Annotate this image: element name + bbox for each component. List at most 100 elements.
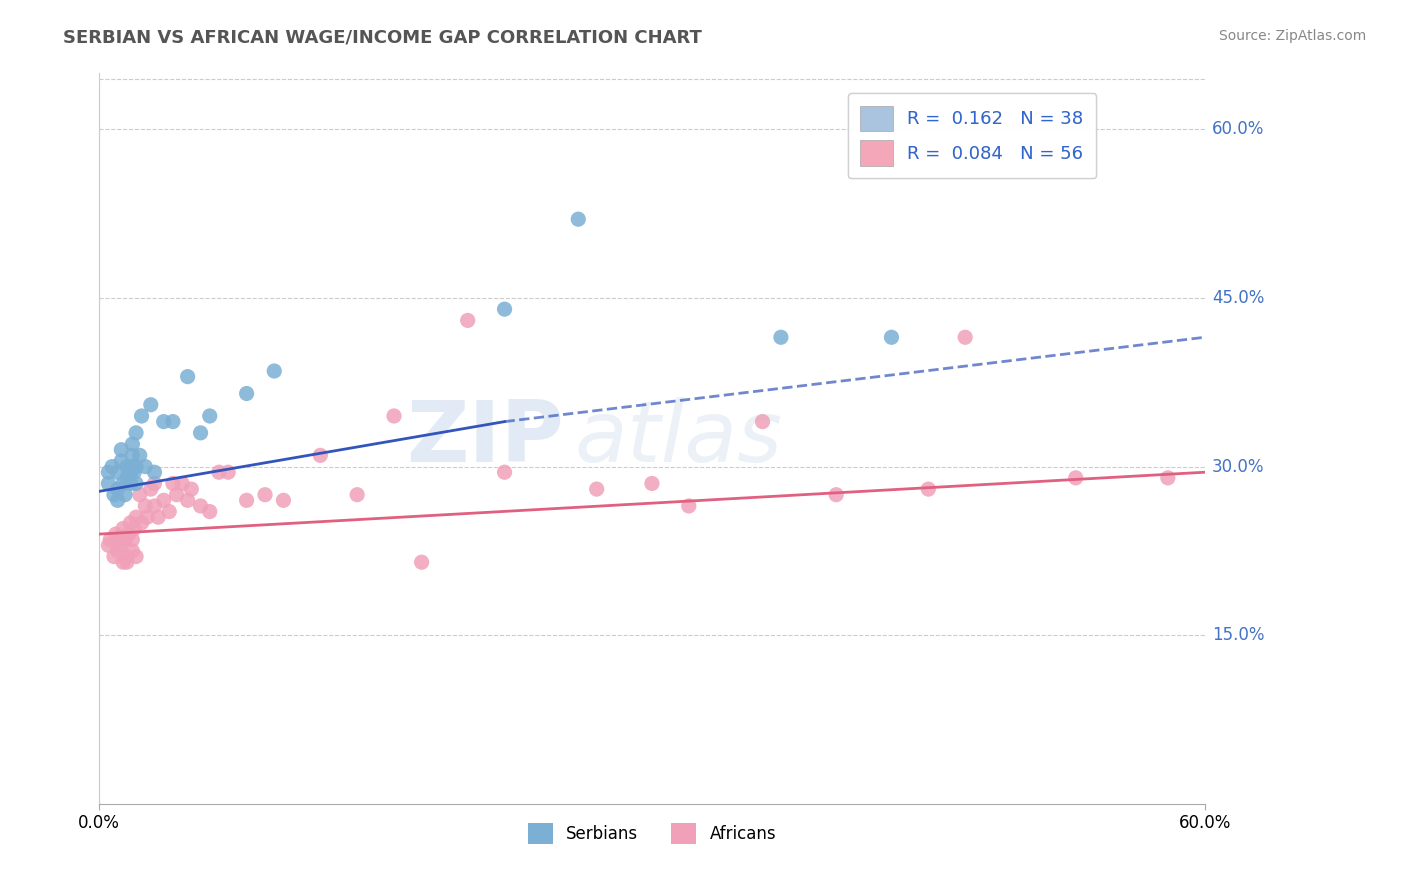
- Point: [273, 493, 295, 508]
- Point: [122, 465, 145, 479]
- Point: [103, 549, 125, 564]
- Point: [121, 448, 143, 462]
- Point: [97, 476, 120, 491]
- Point: [115, 549, 138, 564]
- Point: [198, 505, 221, 519]
- Point: [120, 465, 142, 479]
- Point: [235, 493, 257, 508]
- Point: [128, 488, 150, 502]
- Point: [180, 482, 202, 496]
- Text: 45.0%: 45.0%: [1212, 289, 1264, 307]
- Point: [97, 465, 120, 479]
- Text: ZIP: ZIP: [406, 397, 564, 480]
- Point: [253, 488, 276, 502]
- Point: [146, 510, 169, 524]
- Point: [678, 499, 700, 513]
- Point: [880, 330, 903, 344]
- Point: [112, 521, 135, 535]
- Text: SERBIAN VS AFRICAN WAGE/INCOME GAP CORRELATION CHART: SERBIAN VS AFRICAN WAGE/INCOME GAP CORRE…: [63, 29, 702, 46]
- Point: [112, 476, 135, 491]
- Point: [134, 499, 156, 513]
- Point: [190, 499, 212, 513]
- Point: [101, 459, 124, 474]
- Point: [139, 482, 162, 496]
- Point: [494, 302, 516, 317]
- Text: 15.0%: 15.0%: [1212, 626, 1264, 644]
- Point: [115, 555, 138, 569]
- Point: [263, 364, 285, 378]
- Point: [136, 510, 159, 524]
- Point: [125, 425, 148, 440]
- Point: [121, 533, 143, 547]
- Point: [162, 476, 184, 491]
- Point: [917, 482, 939, 496]
- Point: [190, 425, 212, 440]
- Point: [121, 459, 143, 474]
- Point: [208, 465, 231, 479]
- Text: 60.0%: 60.0%: [1212, 120, 1264, 138]
- Point: [139, 398, 162, 412]
- Point: [114, 533, 136, 547]
- Point: [309, 448, 332, 462]
- Point: [235, 386, 257, 401]
- Point: [152, 493, 174, 508]
- Point: [97, 538, 120, 552]
- Point: [103, 488, 125, 502]
- Point: [1157, 471, 1180, 485]
- Point: [110, 454, 132, 468]
- Point: [125, 476, 148, 491]
- Legend: R =  0.162   N = 38, R =  0.084   N = 56: R = 0.162 N = 38, R = 0.084 N = 56: [848, 93, 1097, 178]
- Point: [143, 476, 166, 491]
- Point: [411, 555, 433, 569]
- Point: [143, 499, 166, 513]
- Point: [134, 459, 156, 474]
- Point: [122, 521, 145, 535]
- Point: [107, 544, 129, 558]
- Point: [125, 549, 148, 564]
- Point: [172, 476, 194, 491]
- Point: [115, 471, 138, 485]
- Point: [382, 409, 405, 423]
- Point: [121, 544, 143, 558]
- Point: [166, 488, 188, 502]
- Point: [143, 465, 166, 479]
- Point: [128, 448, 150, 462]
- Point: [120, 476, 142, 491]
- Point: [198, 409, 221, 423]
- Point: [115, 459, 138, 474]
- Point: [131, 409, 153, 423]
- Point: [110, 442, 132, 457]
- Point: [217, 465, 239, 479]
- Point: [121, 437, 143, 451]
- Text: 30.0%: 30.0%: [1212, 458, 1264, 475]
- Point: [176, 369, 198, 384]
- Point: [641, 476, 664, 491]
- Point: [1064, 471, 1087, 485]
- Point: [157, 505, 180, 519]
- Point: [769, 330, 792, 344]
- Point: [751, 415, 773, 429]
- Point: [125, 459, 148, 474]
- Point: [125, 510, 148, 524]
- Point: [120, 516, 142, 530]
- Point: [107, 482, 129, 496]
- Point: [176, 493, 198, 508]
- Point: [162, 415, 184, 429]
- Text: atlas: atlas: [575, 397, 783, 480]
- Point: [131, 516, 153, 530]
- Point: [494, 465, 516, 479]
- Point: [112, 555, 135, 569]
- Point: [825, 488, 848, 502]
- Text: Source: ZipAtlas.com: Source: ZipAtlas.com: [1219, 29, 1367, 43]
- Point: [107, 533, 129, 547]
- Point: [104, 527, 127, 541]
- Point: [953, 330, 976, 344]
- Point: [152, 415, 174, 429]
- Point: [107, 493, 129, 508]
- Point: [98, 533, 121, 547]
- Point: [457, 313, 479, 327]
- Point: [346, 488, 368, 502]
- Point: [107, 465, 129, 479]
- Point: [114, 488, 136, 502]
- Point: [567, 212, 589, 227]
